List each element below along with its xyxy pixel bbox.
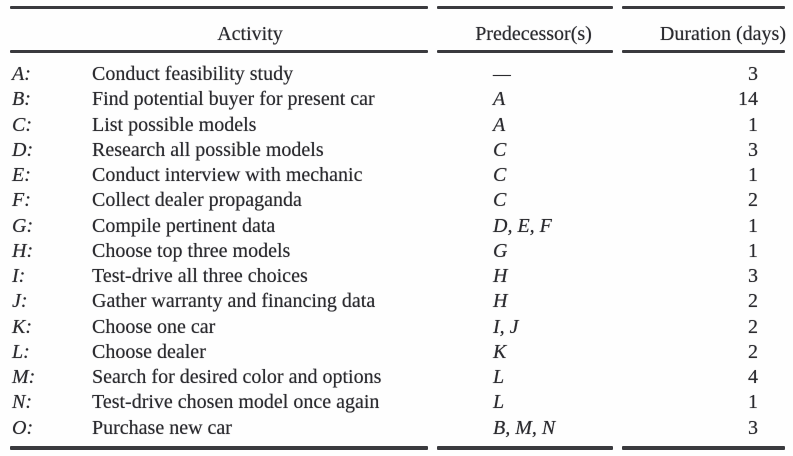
activity-predecessors: L	[493, 366, 505, 389]
activity-predecessors: L	[493, 391, 505, 414]
activity-duration: 4	[748, 366, 758, 389]
activity-description: Conduct interview with mechanic	[92, 164, 363, 187]
table-top-rule-segment-middle	[437, 6, 613, 9]
activity-duration: 3	[748, 265, 758, 288]
table-header-rule-segment-middle	[437, 50, 613, 53]
activity-duration: 1	[748, 214, 758, 237]
activity-description: Compile pertinent data	[92, 214, 276, 237]
activity-predecessors: K	[493, 340, 507, 363]
table-row: A: Conduct feasibility study — 3	[0, 62, 793, 87]
activity-description: Choose top three models	[92, 239, 291, 262]
activity-id: G:	[12, 214, 34, 237]
activity-id: O:	[12, 416, 34, 439]
activity-predecessors: A	[493, 113, 506, 136]
activity-predecessors: B, M, N	[493, 416, 556, 439]
table-bottom-rule-segment-right	[622, 446, 785, 450]
table-top-rule-segment-right	[622, 6, 785, 9]
activity-description: Search for desired color and options	[92, 366, 382, 389]
activity-predecessors: C	[493, 164, 507, 187]
activity-description: Test-drive chosen model once again	[92, 391, 380, 414]
activity-id: C:	[12, 113, 32, 136]
activity-id: J:	[12, 290, 28, 313]
column-header-predecessors: Predecessor(s)	[475, 23, 592, 45]
activity-description: Choose dealer	[92, 340, 206, 363]
activity-description: Find potential buyer for present car	[92, 88, 375, 111]
table-row: E: Conduct interview with mechanic C 1	[0, 163, 793, 188]
activity-predecessors: C	[493, 189, 507, 212]
table-bottom-rule-segment-left	[10, 446, 428, 450]
table-header-rule-segment-right	[622, 50, 785, 53]
activity-duration: 1	[748, 164, 758, 187]
table-bottom-rule-segment-middle	[437, 446, 613, 450]
activity-description: Choose one car	[92, 315, 216, 338]
activity-duration: 1	[748, 239, 758, 262]
activity-predecessors: H	[493, 265, 508, 288]
table-top-rule-segment-left	[10, 6, 428, 9]
activity-duration: 1	[748, 113, 758, 136]
table-row: H: Choose top three models G 1	[0, 239, 793, 264]
activity-id: N:	[12, 391, 32, 414]
activity-predecessors: D, E, F	[493, 214, 552, 237]
table-header-rule-segment-left	[10, 50, 428, 53]
activity-predecessors: —	[493, 63, 511, 85]
activity-duration: 14	[738, 88, 758, 111]
table-row: O: Purchase new car B, M, N 3	[0, 416, 793, 441]
activity-description: Research all possible models	[92, 138, 324, 161]
table-row: C: List possible models A 1	[0, 113, 793, 138]
activity-id: B:	[12, 88, 31, 111]
activity-id: E:	[12, 164, 31, 187]
activity-id: I:	[12, 265, 26, 288]
activity-description: Test-drive all three choices	[92, 265, 308, 288]
column-header-duration: Duration (days)	[659, 23, 786, 45]
activity-duration: 1	[748, 391, 758, 414]
activity-predecessors: G	[493, 239, 508, 262]
activity-id: D:	[12, 138, 34, 161]
table-row: I: Test-drive all three choices H 3	[0, 264, 793, 289]
activity-duration: 3	[748, 138, 758, 161]
activity-duration: 2	[748, 315, 758, 338]
activity-duration: 2	[748, 340, 758, 363]
activity-duration: 2	[748, 189, 758, 212]
table-row: D: Research all possible models C 3	[0, 138, 793, 163]
activity-id: K:	[12, 315, 32, 338]
activity-predecessors: C	[493, 138, 507, 161]
activity-description: Collect dealer propaganda	[92, 189, 302, 212]
table-body: A: Conduct feasibility study — 3 B: Find…	[0, 62, 793, 441]
activity-id: F:	[12, 189, 31, 212]
activity-description: List possible models	[92, 113, 257, 136]
table-row: G: Compile pertinent data D, E, F 1	[0, 214, 793, 239]
activity-description: Conduct feasibility study	[92, 63, 294, 85]
table-row: J: Gather warranty and financing data H …	[0, 289, 793, 314]
activity-description: Purchase new car	[92, 416, 232, 439]
activity-duration: 3	[748, 63, 758, 85]
table-row: L: Choose dealer K 2	[0, 340, 793, 365]
activity-id: A:	[12, 63, 31, 85]
column-header-activity: Activity	[217, 23, 283, 45]
activity-duration: 3	[748, 416, 758, 439]
table-row: B: Find potential buyer for present car …	[0, 87, 793, 112]
activity-description: Gather warranty and financing data	[92, 290, 376, 313]
activity-id: M:	[12, 366, 36, 389]
activity-predecessors: H	[493, 290, 508, 313]
activity-predecessors: I, J	[493, 315, 519, 338]
table-row: F: Collect dealer propaganda C 2	[0, 188, 793, 213]
table-row: M: Search for desired color and options …	[0, 365, 793, 390]
activity-duration: 2	[748, 290, 758, 313]
activity-id: L:	[12, 340, 30, 363]
activity-predecessors: A	[493, 88, 506, 111]
table-row: K: Choose one car I, J 2	[0, 315, 793, 340]
activity-id: H:	[12, 239, 34, 262]
table-row: N: Test-drive chosen model once again L …	[0, 390, 793, 415]
